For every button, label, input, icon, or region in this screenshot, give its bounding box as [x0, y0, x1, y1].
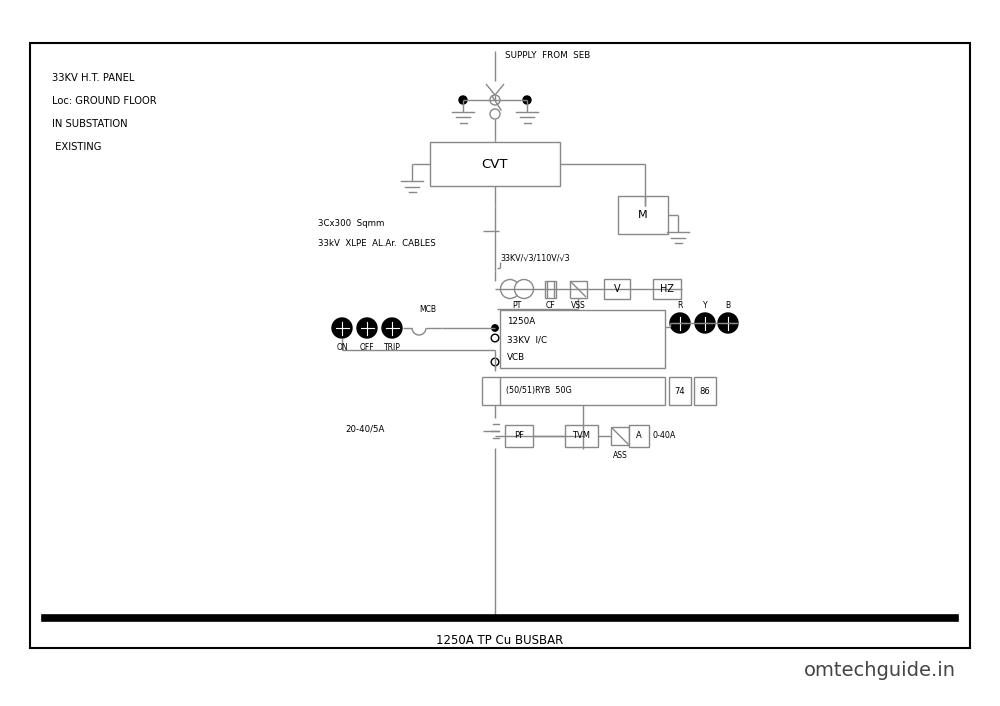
Circle shape	[695, 313, 715, 333]
Text: ASS: ASS	[613, 450, 627, 460]
Text: 1250A TP Cu BUSBAR: 1250A TP Cu BUSBAR	[436, 633, 564, 647]
Bar	[570, 280, 586, 297]
Text: 74: 74	[675, 386, 685, 395]
Bar	[618, 196, 668, 234]
Circle shape	[718, 313, 738, 333]
Text: PT: PT	[512, 301, 522, 311]
Bar	[669, 377, 691, 405]
Text: 1250A: 1250A	[507, 318, 535, 326]
Circle shape	[492, 325, 498, 331]
Circle shape	[500, 280, 520, 299]
Bar	[694, 377, 716, 405]
Circle shape	[523, 96, 531, 104]
Circle shape	[491, 358, 499, 366]
Bar	[604, 279, 630, 299]
Circle shape	[490, 109, 500, 119]
Circle shape	[357, 318, 377, 338]
Text: HZ: HZ	[660, 284, 674, 294]
Circle shape	[382, 318, 402, 338]
Text: V: V	[614, 284, 620, 294]
Text: MCB: MCB	[420, 306, 436, 314]
Text: OFF: OFF	[360, 342, 374, 352]
Bar	[565, 425, 598, 447]
Bar	[500, 310, 665, 368]
Bar	[30, 43, 970, 648]
Bar	[544, 280, 556, 297]
Circle shape	[491, 96, 499, 104]
Text: CF: CF	[545, 301, 555, 311]
Text: ON: ON	[336, 342, 348, 352]
Circle shape	[332, 318, 352, 338]
Text: 33KV H.T. PANEL: 33KV H.T. PANEL	[52, 73, 134, 83]
Text: 0-40A: 0-40A	[653, 431, 676, 441]
Text: PF: PF	[514, 431, 524, 441]
Text: Y: Y	[703, 301, 707, 311]
Text: EXISTING: EXISTING	[52, 142, 102, 152]
Bar	[500, 377, 665, 405]
Text: (50/51)RYB  50G: (50/51)RYB 50G	[506, 386, 572, 395]
Text: VCB: VCB	[507, 354, 525, 362]
Text: omtechguide.in: omtechguide.in	[804, 662, 956, 681]
Text: 33kV  XLPE  AL.Ar.  CABLES: 33kV XLPE AL.Ar. CABLES	[318, 239, 436, 249]
Text: B: B	[725, 301, 731, 311]
Text: CVT: CVT	[482, 157, 508, 171]
Text: VSS: VSS	[571, 301, 585, 311]
Circle shape	[670, 313, 690, 333]
Bar	[629, 425, 649, 447]
Text: 86: 86	[700, 386, 710, 395]
Text: M: M	[638, 210, 648, 220]
Circle shape	[514, 280, 534, 299]
Bar	[430, 142, 560, 186]
Text: SUPPLY  FROM  SEB: SUPPLY FROM SEB	[505, 52, 590, 61]
Text: 33KV/√3/110V/√3: 33KV/√3/110V/√3	[500, 253, 570, 263]
Bar	[653, 279, 681, 299]
Circle shape	[491, 334, 499, 342]
Text: TVM: TVM	[572, 431, 590, 441]
Text: TRIP: TRIP	[384, 342, 400, 352]
Text: 33KV  I/C: 33KV I/C	[507, 335, 547, 345]
Text: IN SUBSTATION: IN SUBSTATION	[52, 119, 128, 129]
Text: R: R	[677, 301, 683, 311]
Text: 20-40/5A: 20-40/5A	[345, 424, 384, 433]
Bar	[611, 427, 629, 445]
Bar	[505, 425, 533, 447]
Text: A: A	[636, 431, 642, 441]
Text: 3Cx300  Sqmm: 3Cx300 Sqmm	[318, 220, 384, 229]
Text: Loc: GROUND FLOOR: Loc: GROUND FLOOR	[52, 96, 157, 106]
Circle shape	[459, 96, 467, 104]
Circle shape	[490, 95, 500, 105]
